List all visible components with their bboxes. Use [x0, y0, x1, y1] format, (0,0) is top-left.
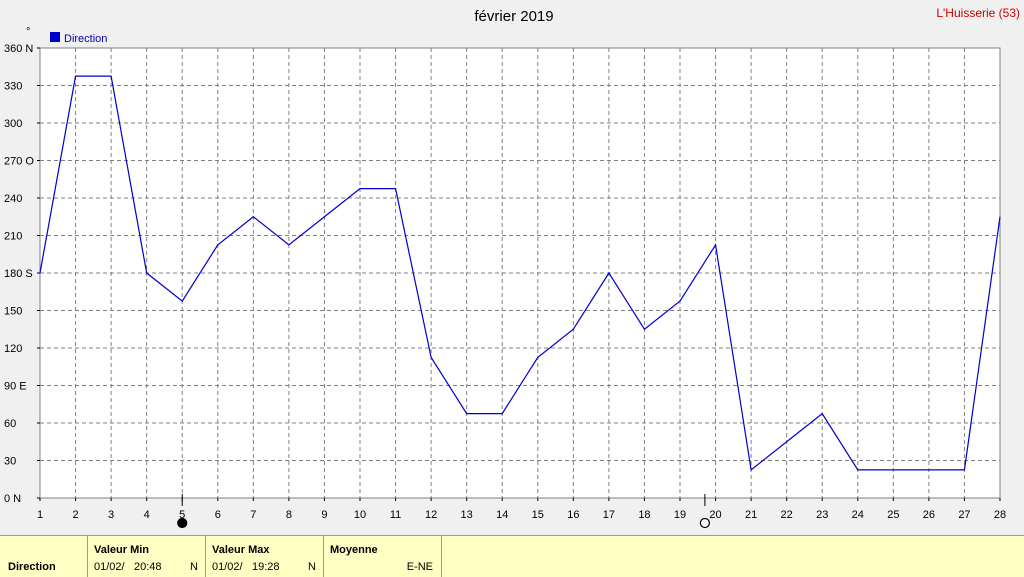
- x-tick-label: 3: [108, 509, 114, 521]
- x-tick-label: 21: [745, 509, 757, 521]
- x-tick-label: 27: [958, 509, 970, 521]
- max-cell: Valeur Max 01/02/ 19:28 N: [206, 536, 324, 577]
- avg-header: Moyenne: [330, 544, 378, 556]
- min-cell: Valeur Min 01/02/ 20:48 N: [88, 536, 206, 577]
- x-tick-label: 28: [994, 509, 1006, 521]
- x-tick-label: 23: [816, 509, 828, 521]
- y-tick-label: 330: [4, 81, 22, 93]
- row-label: Direction: [8, 561, 56, 573]
- x-tick-label: 2: [72, 509, 78, 521]
- x-tick-label: 16: [567, 509, 579, 521]
- x-tick-label: 19: [674, 509, 686, 521]
- x-tick-label: 7: [250, 509, 256, 521]
- y-tick-label: 0 N: [4, 493, 21, 505]
- x-tick-label: 5: [179, 509, 185, 521]
- x-tick-label: 13: [461, 509, 473, 521]
- x-tick-label: 8: [286, 509, 292, 521]
- x-tick-label: 22: [781, 509, 793, 521]
- x-tick-label: 10: [354, 509, 366, 521]
- new-moon-icon: [177, 517, 188, 529]
- max-time: 19:28: [252, 561, 280, 573]
- x-tick-label: 14: [496, 509, 508, 521]
- x-tick-label: 18: [638, 509, 650, 521]
- avg-cell: Moyenne E-NE: [324, 536, 442, 577]
- series-line: [39, 75, 1001, 471]
- x-tick-label: 20: [709, 509, 721, 521]
- min-header: Valeur Min: [94, 544, 150, 556]
- min-date: 01/02/: [94, 561, 125, 573]
- y-tick-label: 120: [4, 343, 22, 355]
- y-tick-label: 270 O: [4, 156, 34, 168]
- y-axis-ticks: 0 N 30 60 90 E 120 150 180 S 210 240 270 O 300 330 3…: [4, 43, 40, 505]
- summary-footer: Direction Valeur Min 01/02/ 20:48 N Vale…: [0, 535, 1024, 577]
- legend-label: Direction: [64, 33, 107, 45]
- x-axis-ticks: 1 2 3 4 5 6 7 8 9 10 11 12 13 14 15 16 17 18 19 20 21 22 23 24 2…: [37, 498, 1006, 521]
- grid: [40, 48, 1000, 498]
- x-tick-label: 17: [603, 509, 615, 521]
- x-tick-label: 24: [852, 509, 864, 521]
- chart-title: février 2019: [474, 8, 553, 25]
- full-moon-icon: [699, 517, 710, 529]
- x-tick-label: 1: [37, 509, 43, 521]
- unit-mark: °: [26, 26, 30, 38]
- min-value: N: [190, 561, 198, 573]
- y-tick-label: 90 E: [4, 381, 27, 393]
- avg-value: E-NE: [406, 561, 433, 573]
- station-name: L'Huisserie (53): [936, 6, 1020, 20]
- row-label-cell: Direction: [0, 536, 88, 577]
- y-tick-label: 150: [4, 306, 22, 318]
- x-tick-label: 25: [887, 509, 899, 521]
- x-tick-label: 26: [923, 509, 935, 521]
- max-header: Valeur Max: [212, 544, 270, 556]
- y-tick-label: 210: [4, 231, 22, 243]
- moon-phases: [177, 494, 710, 529]
- empty-cell: [442, 536, 1024, 577]
- y-tick-label: 240: [4, 193, 22, 205]
- series-direction: [39, 75, 1001, 471]
- x-tick-label: 6: [215, 509, 221, 521]
- y-tick-label: 180 S: [4, 268, 33, 280]
- max-value: N: [308, 561, 316, 573]
- x-tick-label: 12: [425, 509, 437, 521]
- y-tick-label: 30: [4, 456, 16, 468]
- x-tick-label: 9: [321, 509, 327, 521]
- y-tick-label: 60: [4, 418, 16, 430]
- legend-swatch: [50, 32, 60, 42]
- x-tick-label: 11: [390, 509, 401, 521]
- x-tick-label: 15: [532, 509, 544, 521]
- min-time: 20:48: [134, 561, 162, 573]
- max-date: 01/02/: [212, 561, 243, 573]
- y-tick-label: 360 N: [4, 43, 33, 55]
- y-tick-label: 300: [4, 118, 22, 130]
- x-tick-label: 4: [144, 509, 150, 521]
